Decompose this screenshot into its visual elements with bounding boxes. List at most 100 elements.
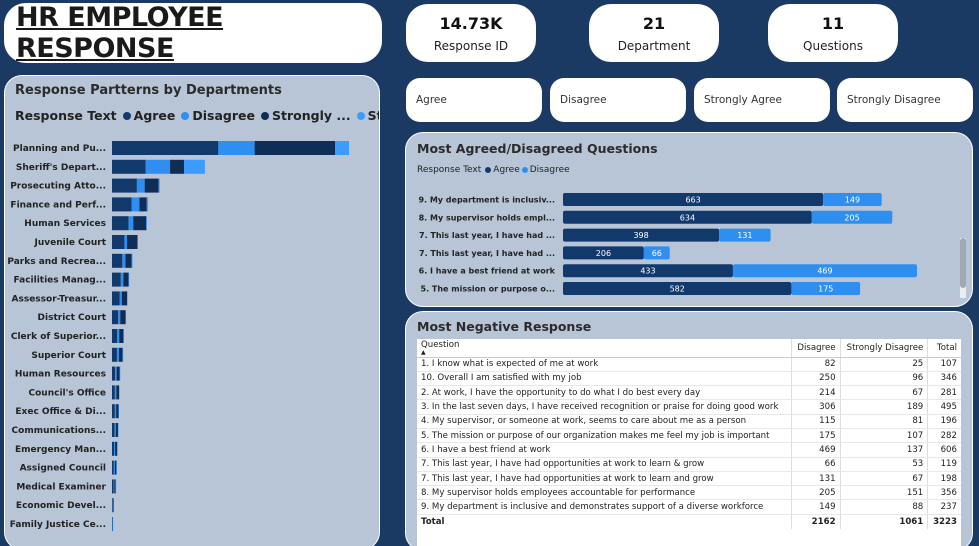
dept-bar-segment[interactable]: [184, 159, 205, 174]
dept-bar-segment[interactable]: [114, 423, 116, 437]
dept-bar-segment[interactable]: [112, 517, 113, 531]
dept-bar-segment[interactable]: [158, 178, 160, 193]
dept-bar-segment[interactable]: [119, 347, 123, 362]
dept-bar-segment[interactable]: [123, 272, 129, 287]
dept-bar-segment[interactable]: [121, 291, 128, 306]
dept-bar-segment[interactable]: [144, 178, 159, 193]
dept-bar-segment[interactable]: [136, 178, 145, 193]
slicer-strongly-agree[interactable]: Strongly Agree: [694, 78, 830, 122]
dept-bar-segment[interactable]: [145, 159, 171, 174]
dept-bar-segment[interactable]: [139, 197, 147, 212]
question-bar-segment[interactable]: [791, 282, 861, 295]
col-strongly-disagree[interactable]: Strongly Disagree: [839, 339, 928, 358]
dept-bar-segment[interactable]: [115, 441, 118, 456]
dept-bar-segment[interactable]: [119, 366, 121, 381]
dept-bar-segment[interactable]: [112, 385, 115, 400]
table-row[interactable]: 7. This last year, I have had opportunit…: [417, 471, 961, 487]
table-row[interactable]: 7. This last year, I have had opportunit…: [417, 457, 961, 472]
dept-bar-segment[interactable]: [123, 329, 124, 343]
question-bar-segment[interactable]: [732, 264, 917, 278]
dept-bar-segment[interactable]: [113, 479, 115, 494]
slicer-agree[interactable]: Agree: [406, 78, 542, 122]
question-bar-segment[interactable]: [811, 210, 893, 224]
question-bar-segment[interactable]: [563, 246, 644, 260]
dept-bar-segment[interactable]: [115, 366, 117, 381]
question-bar-segment[interactable]: [719, 228, 771, 242]
dept-bar-segment[interactable]: [112, 498, 113, 513]
table-row[interactable]: 8. My supervisor holds employees account…: [417, 485, 961, 501]
dept-bar-segment[interactable]: [112, 235, 125, 249]
dept-bar-segment[interactable]: [115, 479, 117, 494]
dept-bar-segment[interactable]: [112, 141, 219, 155]
dept-bar-segment[interactable]: [170, 159, 185, 174]
dept-bar-segment[interactable]: [146, 197, 149, 212]
col-question[interactable]: Question ▲: [417, 339, 792, 358]
dept-bar-segment[interactable]: [114, 479, 116, 494]
dept-bar-segment[interactable]: [334, 141, 349, 155]
col-disagree[interactable]: Disagree: [791, 339, 841, 358]
table-row[interactable]: 5. The mission or purpose of our organiz…: [417, 428, 961, 444]
dept-bar-segment[interactable]: [117, 329, 120, 343]
dept-bar-segment[interactable]: [112, 498, 114, 513]
dept-bar-segment[interactable]: [119, 329, 124, 343]
col-total[interactable]: Total: [927, 339, 961, 358]
dept-bar-segment[interactable]: [112, 423, 115, 437]
table-row[interactable]: 9. My department is inclusive and demons…: [417, 499, 961, 515]
table-row[interactable]: 6. I have a best friend at work 469 137 606: [417, 442, 961, 458]
dept-bar-segment[interactable]: [120, 310, 126, 325]
dept-bar-segment[interactable]: [112, 329, 118, 343]
dept-bar-segment[interactable]: [112, 441, 115, 456]
dept-bar-segment[interactable]: [254, 141, 335, 155]
dept-bar-segment[interactable]: [112, 159, 146, 174]
slicer-disagree[interactable]: Disagree: [550, 78, 686, 122]
dept-bar-segment[interactable]: [122, 347, 124, 362]
question-bar-segment[interactable]: [563, 228, 720, 242]
dept-bar-segment[interactable]: [113, 498, 114, 513]
dept-bar-segment[interactable]: [117, 441, 118, 456]
dept-bar-segment[interactable]: [131, 253, 133, 268]
question-bar-segment[interactable]: [643, 246, 670, 260]
dept-bar-segment[interactable]: [115, 423, 118, 437]
dept-bar-segment[interactable]: [125, 253, 132, 268]
dept-bar-segment[interactable]: [116, 347, 120, 362]
table-row[interactable]: 1. I know what is expected of me at work…: [417, 357, 961, 372]
dept-bar-segment[interactable]: [114, 460, 117, 475]
dept-bar-segment[interactable]: [112, 197, 132, 212]
table-row[interactable]: 4. My supervisor, or someone at work, se…: [417, 414, 961, 429]
dept-bar-segment[interactable]: [119, 385, 120, 400]
dept-bar-segment[interactable]: [125, 310, 127, 325]
dept-bar-segment[interactable]: [112, 253, 123, 268]
dept-bar-segment[interactable]: [116, 404, 119, 419]
dept-bar-segment[interactable]: [128, 216, 134, 231]
question-bar-segment[interactable]: [563, 282, 792, 295]
dept-bar-segment[interactable]: [112, 291, 120, 306]
dept-bar-segment[interactable]: [114, 404, 117, 419]
dept-bar-segment[interactable]: [112, 272, 121, 287]
table-row[interactable]: 2. At work, I have the opportunity to do…: [417, 385, 961, 401]
dept-bar-segment[interactable]: [112, 479, 114, 494]
dept-bar-segment[interactable]: [112, 460, 114, 475]
dept-bar-segment[interactable]: [112, 310, 119, 325]
dept-bar-segment[interactable]: [112, 517, 114, 531]
dept-bar-segment[interactable]: [122, 253, 126, 268]
dept-bar-segment[interactable]: [127, 235, 138, 249]
question-bar-segment[interactable]: [563, 210, 812, 224]
dept-bar-segment[interactable]: [114, 441, 116, 456]
dept-bar-segment[interactable]: [118, 404, 119, 419]
dept-bar-segment[interactable]: [112, 178, 137, 193]
dept-bar-segment[interactable]: [116, 385, 120, 400]
chart-scrollbar-thumb[interactable]: [960, 238, 966, 288]
dept-bar-segment[interactable]: [117, 423, 119, 437]
chart-scrollbar[interactable]: [960, 238, 966, 298]
dept-bar-segment[interactable]: [127, 291, 128, 306]
dept-bar-segment[interactable]: [120, 272, 124, 287]
dept-bar-segment[interactable]: [124, 235, 128, 249]
question-bar-segment[interactable]: [823, 193, 882, 206]
dept-bar-segment[interactable]: [146, 216, 148, 231]
table-row[interactable]: 10. Overall I am satisfied with my job 25…: [417, 371, 961, 387]
question-bar-segment[interactable]: [563, 193, 824, 206]
question-bar-segment[interactable]: [563, 264, 733, 278]
dept-bar-segment[interactable]: [112, 404, 115, 419]
dept-bar-segment[interactable]: [137, 235, 138, 249]
dept-bar-segment[interactable]: [218, 141, 255, 155]
